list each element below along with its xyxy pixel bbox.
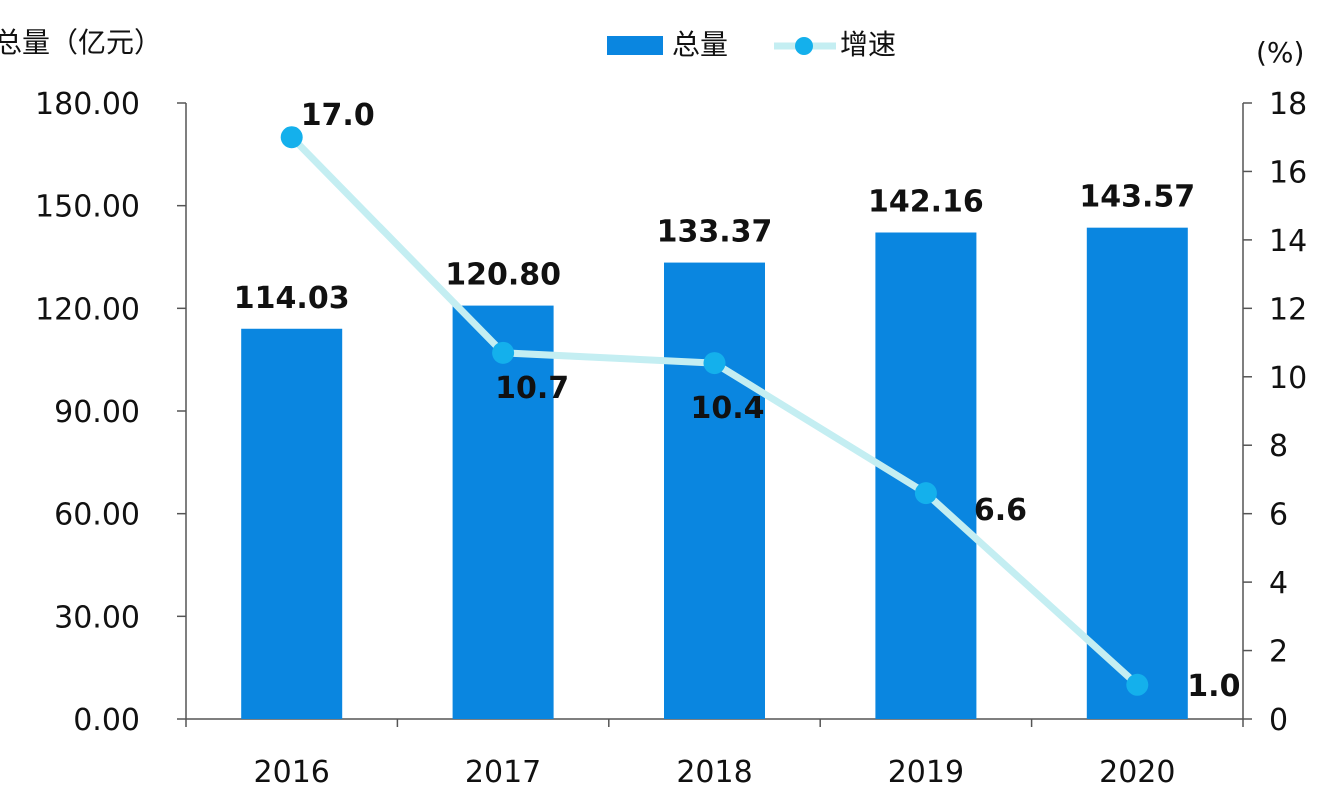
legend: 总量 增速 — [607, 28, 896, 61]
growth-point — [492, 341, 515, 364]
y-axis-title: 总量（亿元） — [0, 26, 162, 59]
x-tick-label: 2018 — [676, 755, 752, 790]
growth-line — [280, 126, 1149, 696]
bar — [241, 328, 343, 719]
growth-point — [914, 482, 937, 505]
growth-point — [280, 126, 303, 149]
y2-tick-label: 0 — [1269, 703, 1288, 738]
growth-value-label: 10.4 — [691, 391, 765, 426]
bar — [452, 305, 554, 719]
y2-tick-label: 14 — [1269, 224, 1307, 259]
y-tick-label: 0.00 — [73, 703, 140, 738]
bar-value-label: 120.80 — [445, 258, 561, 293]
bars — [241, 227, 1188, 719]
y-tick-label: 180.00 — [35, 87, 140, 122]
y2-tick-label: 4 — [1269, 566, 1288, 601]
y-tick-label: 90.00 — [54, 395, 140, 430]
legend-line-marker — [795, 37, 813, 55]
y2-tick-label: 12 — [1269, 292, 1307, 327]
bar — [664, 262, 765, 719]
y-tick-label: 150.00 — [35, 190, 140, 225]
legend-line-label: 增速 — [840, 28, 896, 61]
legend-bar-label: 总量 — [672, 28, 728, 61]
y-tick-label: 30.00 — [54, 600, 140, 635]
y2-tick-label: 18 — [1269, 87, 1307, 122]
bar-value-label: 114.03 — [234, 281, 350, 316]
y2-tick-label: 8 — [1269, 429, 1288, 464]
y-tick-label: 120.00 — [35, 292, 140, 327]
growth-value-label: 17.0 — [301, 98, 375, 133]
growth-point — [703, 352, 726, 375]
y2-tick-label: 6 — [1269, 498, 1288, 533]
x-tick-label: 2019 — [888, 755, 964, 790]
growth-value-label: 1.0 — [1187, 669, 1240, 704]
bar-value-label: 143.57 — [1079, 180, 1195, 215]
growth-value-label: 10.7 — [495, 371, 569, 406]
growth-point — [1126, 673, 1149, 696]
y-tick-label: 60.00 — [54, 498, 140, 533]
x-tick-label: 2017 — [465, 755, 541, 790]
bar-value-label: 133.37 — [657, 215, 773, 250]
data-labels: 114.03 120.80 133.37 142.16 143.57 17.0 10.7 10… — [234, 98, 1241, 704]
growth-value-label: 6.6 — [974, 493, 1027, 528]
bar-value-label: 142.16 — [868, 184, 984, 219]
x-tick-label: 2020 — [1099, 755, 1175, 790]
bar — [1086, 227, 1188, 719]
y2-tick-label: 2 — [1269, 635, 1288, 670]
bar — [875, 232, 977, 719]
axes: 0.00 30.00 60.00 90.00 120.00 150.00 180.00 0 2 4… — [35, 87, 1307, 790]
y2-tick-label: 16 — [1269, 155, 1307, 190]
x-tick-label: 2016 — [254, 755, 330, 790]
y2-axis-title: (%) — [1256, 36, 1304, 69]
legend-bar-swatch — [607, 36, 663, 55]
y2-tick-label: 10 — [1269, 361, 1307, 396]
